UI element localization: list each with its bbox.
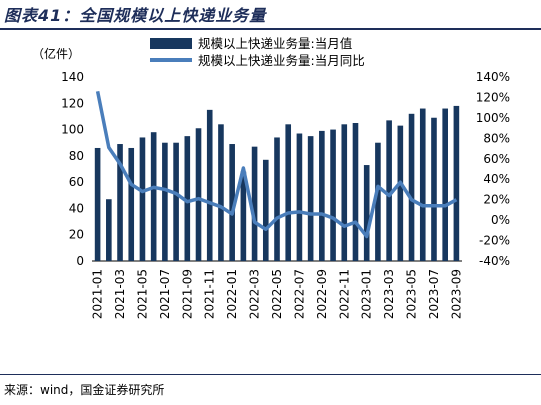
bar — [442, 108, 448, 261]
bar — [184, 136, 191, 261]
x-tick-label: 2021-09 — [180, 269, 194, 319]
left-tick-label: 60 — [69, 175, 84, 189]
bar — [307, 136, 314, 261]
bar — [262, 159, 269, 261]
bar — [240, 171, 247, 261]
x-tick-label: 2022-07 — [292, 269, 306, 319]
bar — [431, 117, 437, 262]
legend-bar-label: 规模以上快递业务量:当月值 — [198, 36, 352, 51]
bar — [150, 132, 157, 261]
x-tick-label: 2023-01 — [360, 269, 374, 319]
left-tick-label: 100 — [61, 123, 84, 137]
bar — [106, 199, 112, 261]
legend: 规模以上快递业务量:当月值 规模以上快递业务量:当月同比 — [150, 36, 365, 68]
legend-bar-swatch — [150, 38, 192, 49]
bar — [386, 120, 392, 262]
figure-title: 图表41：全国规模以上快递业务量 — [4, 6, 267, 25]
bar — [162, 142, 168, 261]
bar — [341, 124, 348, 261]
bar — [206, 109, 213, 261]
bar — [94, 147, 101, 261]
right-tick-label: 140% — [476, 70, 510, 84]
left-tick-label: 40 — [69, 201, 84, 215]
x-tick-label: 2022-09 — [315, 269, 329, 319]
x-tick-label: 2023-05 — [405, 269, 419, 319]
bar — [319, 130, 325, 261]
bar — [195, 128, 202, 261]
left-tick-label: 140 — [61, 70, 84, 84]
right-tick-label: 20% — [483, 193, 510, 207]
bar — [397, 125, 404, 261]
left-tick-label: 80 — [69, 149, 84, 163]
bar — [352, 123, 359, 261]
bar — [274, 137, 280, 261]
left-tick-label: 0 — [76, 254, 84, 268]
right-axis-ticks: -40% -20% 0% 20% 40% 60% 80% 100% 120% 140% — [476, 70, 510, 268]
x-tick-label: 2023-09 — [449, 269, 463, 319]
x-tick-label: 2022-01 — [225, 269, 239, 319]
bar — [139, 137, 146, 261]
x-tick-label: 2023-07 — [427, 269, 441, 319]
bar — [419, 108, 426, 261]
right-tick-label: 80% — [483, 131, 510, 145]
left-tick-label: 20 — [69, 228, 84, 242]
y-axis-unit-label: （亿件） — [32, 46, 80, 61]
bar — [375, 142, 381, 261]
source-note: 来源：wind，国金证券研究所 — [4, 383, 165, 397]
combo-chart: （亿件） 规模以上快递业务量:当月值 规模以上快递业务量:当月同比 0 20 40 6… — [32, 36, 510, 319]
bar — [128, 147, 135, 261]
right-tick-label: -40% — [479, 254, 510, 268]
left-tick-label: 120 — [61, 96, 84, 110]
right-tick-label: 60% — [483, 152, 510, 166]
x-tick-label: 2023-03 — [382, 269, 396, 319]
bar — [296, 133, 303, 261]
x-tick-label: 2022-05 — [270, 269, 284, 319]
bar-series — [94, 105, 460, 262]
bar — [229, 144, 235, 261]
x-tick-label: 2021-05 — [135, 269, 149, 319]
right-tick-label: 100% — [476, 111, 510, 125]
bar — [363, 165, 370, 261]
bar — [117, 144, 123, 261]
bar — [251, 146, 258, 261]
bar — [285, 124, 292, 261]
x-axis-ticks: 2021-01 2021-03 2021-05 2021-07 2021-09 2021-… — [91, 269, 464, 319]
x-tick-label: 2021-11 — [203, 269, 217, 319]
line-series — [95, 90, 458, 239]
bar — [330, 129, 336, 261]
title-divider — [0, 28, 541, 30]
right-tick-label: 0% — [491, 213, 510, 227]
x-tick-label: 2021-01 — [91, 269, 105, 319]
right-tick-label: 40% — [483, 172, 510, 186]
x-tick-label: 2021-03 — [113, 269, 127, 319]
bar — [218, 124, 224, 261]
right-tick-label: -20% — [479, 234, 510, 248]
bar — [173, 142, 179, 261]
bar — [453, 105, 460, 261]
bar — [408, 113, 415, 261]
footer-divider — [0, 374, 541, 375]
x-tick-label: 2022-03 — [248, 269, 262, 319]
legend-line-label: 规模以上快递业务量:当月同比 — [198, 53, 365, 68]
left-axis-ticks: 0 20 40 60 80 100 120 140 — [61, 70, 84, 268]
x-tick-label: 2022-11 — [337, 269, 351, 319]
right-tick-label: 120% — [476, 90, 510, 104]
x-tick-label: 2021-07 — [158, 269, 172, 319]
